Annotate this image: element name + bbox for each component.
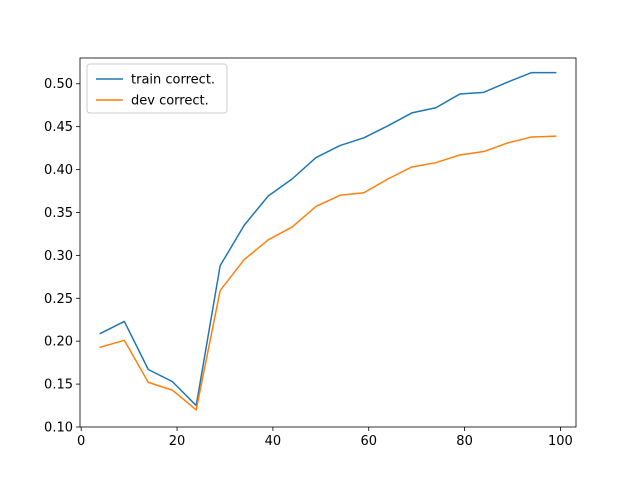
y-tick-label: 0.35 xyxy=(44,206,73,221)
y-axis-ticks: 0.10 0.15 0.20 0.25 0.30 0.35 0.40 0.45 0.50 xyxy=(44,77,80,436)
plot-area xyxy=(80,58,576,427)
legend: train correct. dev correct. xyxy=(86,63,228,114)
legend-entry-label: dev correct. xyxy=(131,94,209,109)
x-tick-label: 20 xyxy=(169,434,186,449)
y-tick-label: 0.45 xyxy=(44,120,73,135)
y-tick-label: 0.15 xyxy=(44,378,73,393)
x-tick-label: 80 xyxy=(456,434,473,449)
y-tick-label: 0.20 xyxy=(44,335,73,350)
y-tick-label: 0.50 xyxy=(44,77,73,92)
legend-entry-label: train correct. xyxy=(131,73,215,88)
x-tick-label: 60 xyxy=(360,434,377,449)
y-tick-label: 0.25 xyxy=(44,292,73,307)
series-line-dev-correct xyxy=(99,135,557,411)
series-line-train-correct xyxy=(99,71,557,407)
y-tick-label: 0.30 xyxy=(44,249,73,264)
y-tick-label: 0.40 xyxy=(44,163,73,178)
y-tick-label: 0.10 xyxy=(44,421,73,436)
x-tick-label: 40 xyxy=(265,434,282,449)
x-tick-label: 0 xyxy=(77,434,85,449)
series-layer xyxy=(99,71,557,411)
x-axis-ticks: 0 20 40 60 80 100 xyxy=(77,427,573,449)
plot-frame xyxy=(79,57,577,428)
x-tick-label: 100 xyxy=(548,434,573,449)
